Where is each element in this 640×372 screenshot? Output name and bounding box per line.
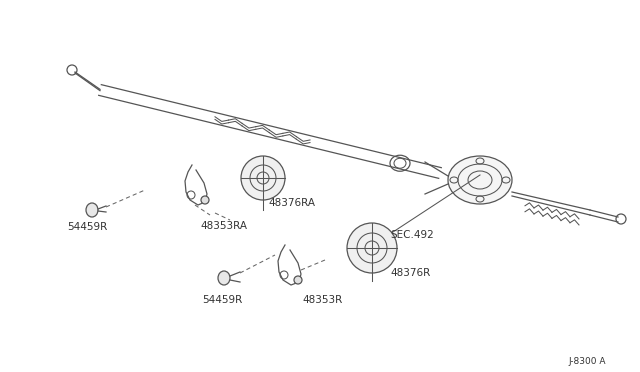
- Text: 54459R: 54459R: [202, 295, 242, 305]
- Ellipse shape: [201, 196, 209, 204]
- Ellipse shape: [241, 156, 285, 200]
- Text: J-8300 A: J-8300 A: [568, 357, 606, 366]
- Text: 48376RA: 48376RA: [268, 198, 315, 208]
- Ellipse shape: [448, 156, 512, 204]
- Text: 48353RA: 48353RA: [200, 221, 247, 231]
- Ellipse shape: [347, 223, 397, 273]
- Ellipse shape: [86, 203, 98, 217]
- Ellipse shape: [218, 271, 230, 285]
- Text: 48376R: 48376R: [390, 268, 430, 278]
- Text: SEC.492: SEC.492: [390, 230, 434, 240]
- Text: 48353R: 48353R: [302, 295, 342, 305]
- Text: 54459R: 54459R: [67, 222, 107, 232]
- Ellipse shape: [294, 276, 302, 284]
